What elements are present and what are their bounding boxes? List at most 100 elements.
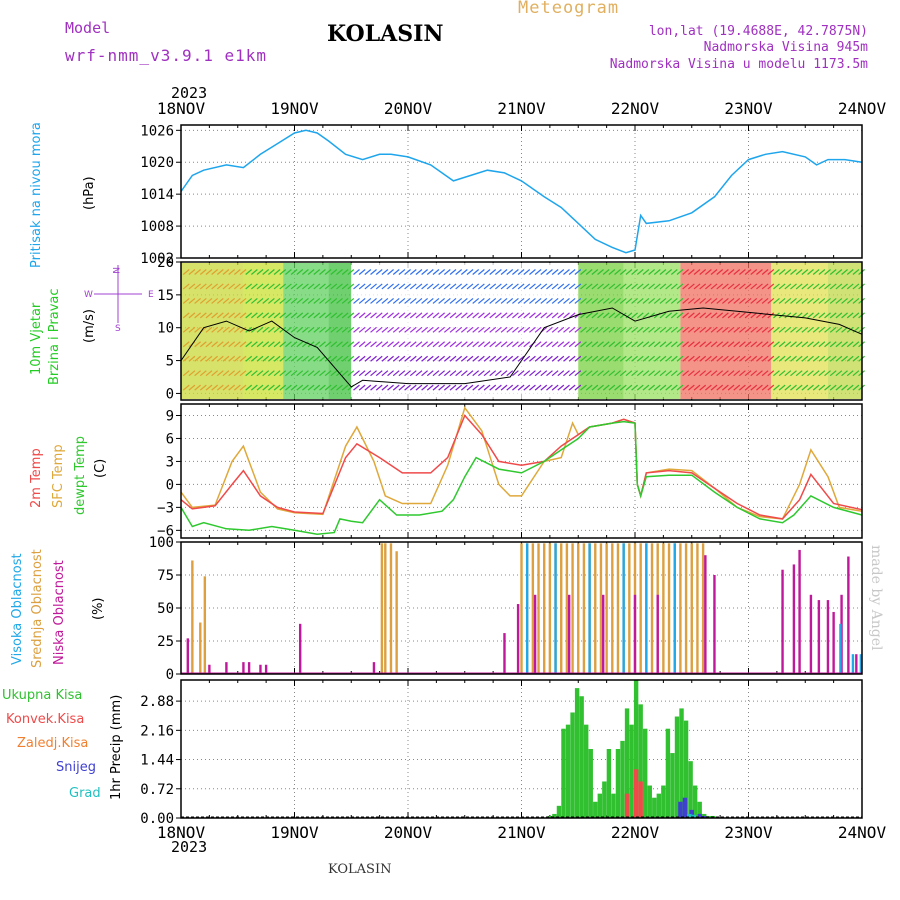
wind-barb-mark	[222, 283, 230, 290]
wind-barb-mark	[285, 269, 292, 275]
wind-barb-mark	[852, 384, 860, 391]
wind-barb-mark	[591, 384, 599, 391]
wind-barb-mark	[245, 355, 253, 362]
wind-barb-mark	[631, 297, 638, 304]
wind-barb-mark	[704, 384, 712, 391]
wind-barb-mark	[347, 341, 355, 348]
wind-barb-mark	[835, 269, 843, 275]
wind-barb-mark	[182, 283, 190, 290]
wind-barb-mark	[216, 355, 224, 362]
wind-barb-mark	[233, 355, 241, 362]
x-tick-label-top: 22NOV	[611, 99, 660, 118]
compass-w-label: W	[84, 290, 93, 300]
wind-barb-mark	[824, 283, 831, 290]
wind-barb-mark	[370, 297, 377, 304]
wind-barb-mark	[761, 269, 769, 275]
wind-barb-mark	[546, 326, 553, 333]
pressure-line	[180, 129, 863, 254]
wind-barb-mark	[279, 355, 287, 362]
wind-barb-mark	[256, 312, 264, 319]
wind-barb-mark	[364, 355, 372, 362]
wind-barb-mark	[409, 384, 417, 391]
wind-barb-mark	[818, 283, 826, 290]
wind-barb-mark	[597, 355, 604, 362]
precip-left-label-3: Zaledj.Kisa	[17, 736, 89, 751]
wind-barb-mark	[733, 326, 741, 333]
wind-barb-mark	[636, 355, 644, 362]
wind-barb-mark	[818, 312, 826, 319]
temperature-ytick-label: −3	[157, 500, 174, 516]
wind-barb-mark	[432, 297, 440, 304]
wind-barb-mark	[722, 312, 729, 319]
wind-barb-mark	[619, 297, 627, 304]
wind-barb-mark	[250, 370, 258, 377]
wind-barb-mark	[750, 326, 758, 333]
cloud-bar	[242, 662, 245, 674]
wind-barb-mark	[563, 297, 570, 304]
compass-e-label: E	[148, 290, 154, 300]
wind-barb-mark	[398, 326, 406, 333]
wind-barb-mark	[375, 297, 383, 304]
panel-frame	[180, 403, 863, 539]
pressure-panel: 1026 1020 1014 1008 1002	[140, 123, 863, 267]
wind-barb-mark	[704, 297, 712, 304]
wind-barb-mark	[636, 370, 644, 377]
wind-barb-mark	[279, 341, 287, 348]
wind-barb-mark	[426, 312, 434, 319]
wind-barb-mark	[642, 326, 650, 333]
wind-barb-mark	[199, 341, 207, 348]
wind-barb-mark	[466, 355, 474, 362]
wind-barb-mark	[784, 384, 792, 391]
wind-barb-mark	[818, 326, 826, 333]
wind-barb-mark	[648, 355, 656, 362]
wind-barb-mark	[534, 283, 542, 290]
wind-barb-mark	[421, 355, 429, 362]
wind-barb-mark	[846, 312, 854, 319]
wind-barb-mark	[443, 312, 451, 319]
wind-barb-mark	[551, 326, 559, 333]
wind-barb-mark	[409, 312, 417, 319]
wind-barb-mark	[506, 269, 514, 275]
wind-barb-mark	[188, 355, 196, 362]
wind-barb-mark	[381, 312, 389, 319]
wind-speed-band	[351, 263, 579, 399]
wind-barb-mark	[563, 283, 570, 290]
wind-barb-mark	[653, 297, 661, 304]
wind-barb-mark	[279, 269, 287, 275]
wind-barb-mark	[540, 297, 548, 304]
wind-barb-mark	[636, 384, 644, 391]
wind-barb-mark	[392, 384, 400, 391]
wind-barb-mark	[704, 355, 712, 362]
wind-barb-mark	[744, 283, 752, 290]
cloud-bar	[565, 543, 569, 674]
wind-barb-mark	[648, 269, 656, 275]
wind-barb-mark	[347, 326, 355, 333]
cloud-bar	[611, 543, 614, 674]
wind-barb-mark	[614, 326, 621, 333]
wind-barb-mark	[290, 341, 298, 348]
pressure-ytick-label: 1002	[140, 251, 174, 267]
wind-barb-mark	[778, 269, 786, 275]
wind-barb-mark	[710, 341, 718, 348]
cloud-bar	[713, 575, 716, 674]
wind-barb-mark	[375, 355, 383, 362]
wind-barb-mark	[602, 370, 610, 377]
wind-barb-mark	[205, 297, 213, 304]
wind-barb-mark	[733, 384, 741, 391]
wind-barb-mark	[256, 355, 264, 362]
wind-barb-mark	[239, 370, 247, 377]
wind-barb-mark	[398, 283, 406, 290]
wind-barb-mark	[761, 384, 769, 391]
wind-speed-band	[623, 263, 681, 399]
wind-barb-mark	[426, 283, 434, 290]
wind-barb-mark	[790, 384, 797, 391]
wind-barb-mark	[716, 341, 724, 348]
wind-barb-mark	[670, 269, 678, 275]
wind-barb-mark	[489, 269, 497, 275]
wind-barb-mark	[438, 384, 446, 391]
wind-barb-mark	[285, 370, 292, 377]
wind-barb-mark	[551, 341, 559, 348]
wind-barb-mark	[285, 341, 292, 348]
wind-barb-mark	[824, 312, 831, 319]
wind-barb-mark	[608, 370, 616, 377]
